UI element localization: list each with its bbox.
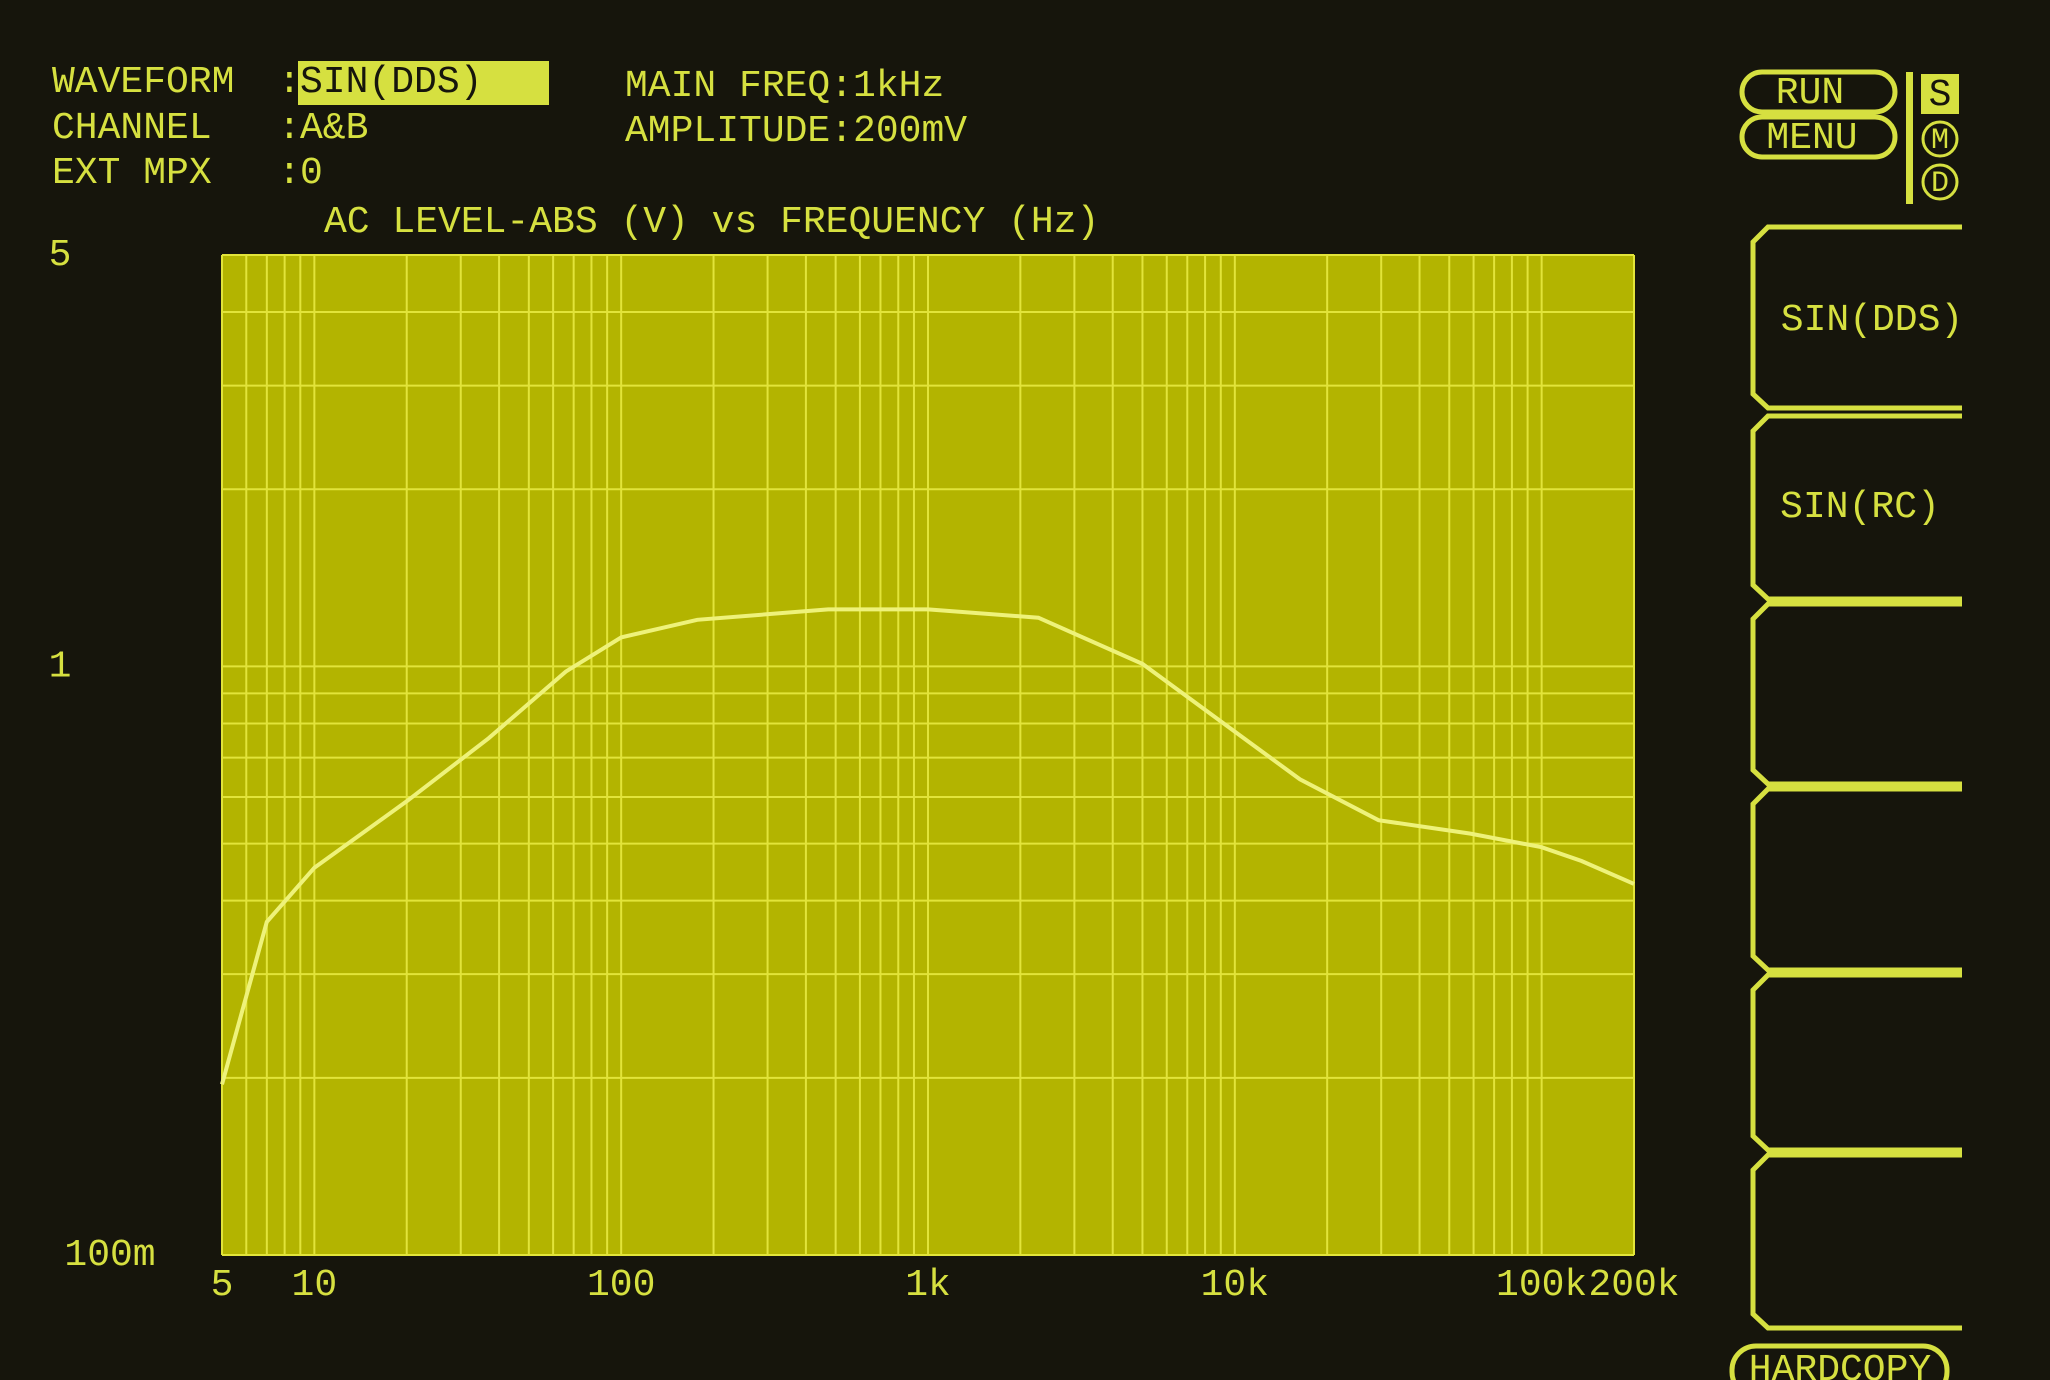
softkey[interactable] [1750,413,1962,602]
run-button[interactable] [1739,69,1898,115]
y-tick-label: 1 [49,645,72,688]
x-tick-label: 1k [905,1264,951,1307]
softkey-label[interactable]: SIN(DDS) [1781,299,1963,342]
hardcopy-label[interactable]: HARDCOPY [1749,1349,1932,1380]
x-tick-label: 5 [211,1264,234,1307]
value-highlight [298,61,549,105]
hardcopy-button[interactable] [1729,1343,1950,1380]
softkey[interactable] [1750,224,1962,411]
mode-ring [1921,163,1959,201]
row-value: A&B [300,107,368,150]
mode-label[interactable]: S [1929,74,1952,117]
chart-title: AC LEVEL-ABS (V) vs FREQUENCY (Hz) [324,201,1099,244]
mode-ring [1921,120,1959,158]
x-tick-label: 10k [1201,1264,1269,1307]
softkey[interactable] [1750,972,1962,1153]
softkey[interactable] [1750,786,1962,973]
y-tick-label: 5 [49,234,72,277]
chart: AC LEVEL-ABS (V) vs FREQUENCY (Hz) 5 10 10… [49,201,1680,1307]
separator: : [278,61,301,104]
x-tick-label: 10 [292,1264,338,1307]
row-value: SIN(DDS) [300,61,482,104]
x-tick-label: 100k [1496,1264,1587,1307]
separator: : [278,152,301,195]
mode-label[interactable]: M [1931,124,1949,158]
menu-button[interactable] [1739,114,1898,160]
row-label: EXT MPX [52,152,212,195]
x-tick-label: 200k [1588,1264,1679,1307]
softkey[interactable] [1750,601,1962,787]
mode-active [1921,74,1959,114]
divider [1906,72,1913,204]
setting: MAIN FREQ:1kHz [625,65,944,108]
mode-label[interactable]: D [1931,167,1949,201]
y-tick-label: 100m [64,1234,155,1277]
x-tick-label: 100 [587,1264,655,1307]
row-label: WAVEFORM [52,61,234,104]
setting: AMPLITUDE:200mV [625,110,967,153]
separator: : [278,107,301,150]
row-label: CHANNEL [52,107,212,150]
data-line [220,607,1635,1085]
softkey-label[interactable]: SIN(RC) [1780,486,1940,529]
softkey[interactable] [1750,1152,1962,1331]
run-label[interactable]: RUN [1776,72,1844,115]
menu-label[interactable]: MENU [1766,117,1857,160]
row-value: 0 [300,152,323,195]
